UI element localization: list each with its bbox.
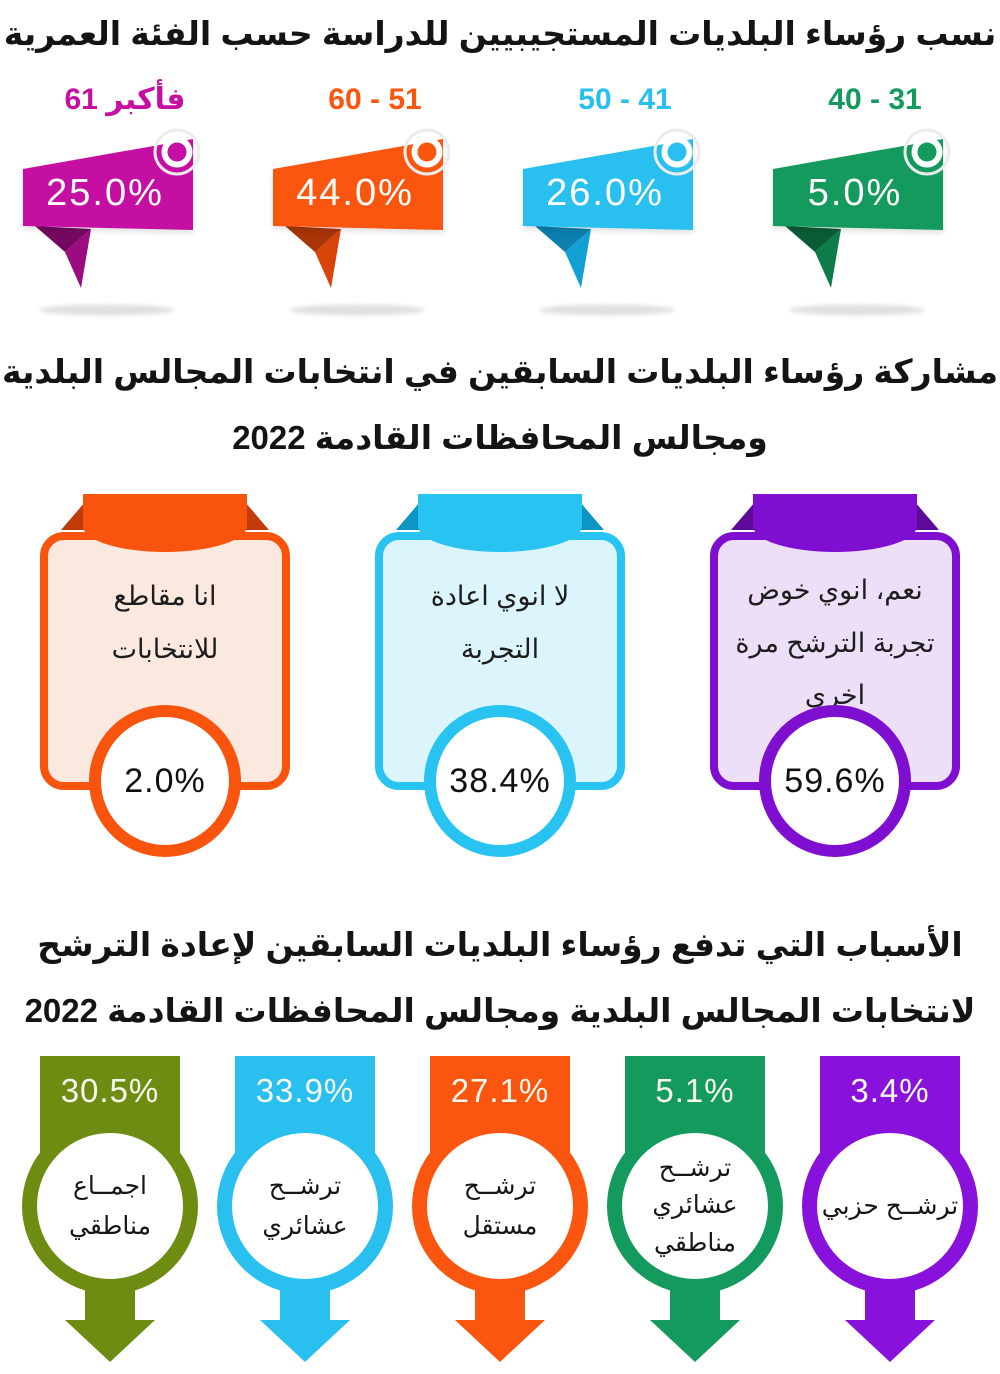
down-arrow-icon (260, 1320, 350, 1362)
card-value: 38.4% (449, 761, 551, 800)
reason-label: ترشــح مستقل (462, 1171, 538, 1241)
participation-card-boycott: انا مقاطع للانتخابات 2.0% (30, 492, 300, 870)
down-arrow-icon (455, 1320, 545, 1362)
reason-value: 5.1% (655, 1072, 735, 1109)
ribbon-value: 25.0% (46, 172, 164, 214)
reasons-section-title: الأسباب التي تدفع رؤساء البلديات السابقي… (0, 925, 1000, 1030)
reason-label: ترشــح عشائري مناطقي (652, 1153, 738, 1257)
age-section-title-text: نسب رؤساء البلديات المستجيبيين للدراسة ح… (3, 15, 997, 52)
ribbon-body (23, 139, 193, 230)
down-arrow-icon (65, 1320, 155, 1362)
reason-item-party: 3.4% ترشــح حزبي (794, 1056, 986, 1374)
ribbon-body (273, 139, 443, 230)
card-answer-text: نعم، انوي خوض تجربة الترشح مرة اخرى (735, 575, 935, 711)
reason-item-tribal-regional: 5.1% ترشــح عشائري مناطقي (599, 1056, 791, 1374)
ribbon-fold-right (915, 502, 939, 530)
ribbon-body (523, 139, 693, 230)
reason-item-independent: 27.1% ترشــح مستقل (404, 1056, 596, 1374)
ribbon-value: 44.0% (296, 172, 414, 214)
age-group-61plus: 61 فأكبر 25.0% (0, 82, 250, 322)
reasons-title-line2: لانتخابات المجالس البلدية ومجالس المحافظ… (24, 992, 976, 1029)
reason-label: اجمــاع مناطقي (69, 1171, 151, 1241)
ribbon-corner-halo (653, 128, 701, 176)
participation-card-run-again: نعم، انوي خوض تجربة الترشح مرة اخرى 59.6… (700, 492, 970, 870)
age-group-label: 60 - 51 (328, 83, 422, 116)
reason-label: ترشــح حزبي (821, 1191, 959, 1220)
reason-item-regional-consensus: 30.5% اجمــاع مناطقي (14, 1056, 206, 1374)
card-answer-text: انا مقاطع للانتخابات (111, 581, 219, 664)
participation-title-line2: ومجالس المحافظات القادمة 2022 (232, 419, 768, 456)
ribbon-value: 26.0% (546, 172, 664, 214)
ribbon-fold-left (61, 502, 85, 530)
down-arrow-icon (845, 1320, 935, 1362)
card-value-circle: 38.4% (424, 705, 576, 857)
ribbon-tail-fold (785, 226, 841, 252)
ribbon-ground-shadow (39, 304, 175, 316)
participation-card-no-repeat: لا انوي اعادة التجربة 38.4% (365, 492, 635, 870)
ribbon-tail-tip (815, 229, 841, 288)
reason-label: ترشــح عشائري (262, 1171, 348, 1241)
card-value-circle: 59.6% (759, 705, 911, 857)
ribbon-tail-tip (565, 229, 591, 288)
ribbon-fold-left (396, 502, 420, 530)
ribbon-ground-shadow (789, 304, 925, 316)
ribbon-tail-fold (535, 226, 591, 252)
ribbon-fold-right (245, 502, 269, 530)
age-group-51-60: 60 - 51 44.0% (250, 82, 500, 322)
age-section-title: نسب رؤساء البلديات المستجيبيين للدراسة ح… (0, 14, 1000, 53)
ribbon-tail-tip (315, 229, 341, 288)
ribbon-ground-shadow (539, 304, 675, 316)
reason-item-tribal: 33.9% ترشــح عشائري (209, 1056, 401, 1374)
age-group-31-40: 40 - 31 5.0% (750, 82, 1000, 322)
reason-value: 3.4% (850, 1072, 930, 1109)
ribbon-fold-right (580, 502, 604, 530)
ribbon-tail-fold (35, 226, 91, 252)
ribbon-corner-dot (667, 142, 687, 162)
down-arrow-icon (650, 1320, 740, 1362)
ribbon-tail-fold (285, 226, 341, 252)
origami-ribbon-banner: 25.0% (23, 128, 201, 316)
ribbon-fold-left (731, 502, 755, 530)
origami-ribbon-banner: 44.0% (273, 128, 451, 316)
age-ribbon-row: 61 فأكبر 25.0% 60 - 51 44.0% 50 - 41 (0, 82, 1000, 322)
origami-ribbon-banner: 26.0% (523, 128, 701, 316)
ribbon-corner-halo (153, 128, 201, 176)
age-group-label: 61 فأكبر (64, 83, 186, 116)
ribbon-ground-shadow (289, 304, 425, 316)
ribbon-corner-dot (167, 142, 187, 162)
reasons-items-row: 30.5% اجمــاع مناطقي 33.9% ترشــح عشائري… (0, 1056, 1000, 1374)
card-top-ribbon (83, 494, 247, 552)
reasons-title-line1: الأسباب التي تدفع رؤساء البلديات السابقي… (37, 926, 963, 963)
card-top-ribbon (418, 494, 582, 552)
participation-cards-row: انا مقاطع للانتخابات 2.0% لا انوي اعادة … (0, 492, 1000, 870)
reason-value: 33.9% (255, 1072, 355, 1109)
card-value: 59.6% (784, 761, 886, 800)
reason-circle (217, 1118, 393, 1294)
ribbon-corner-halo (903, 128, 951, 176)
ribbon-value: 5.0% (808, 172, 903, 214)
ribbon-corner-dot (917, 142, 937, 162)
ribbon-corner-halo (403, 128, 451, 176)
card-value-circle: 2.0% (89, 705, 241, 857)
age-group-label: 50 - 41 (578, 83, 672, 116)
ribbon-corner-dot (417, 142, 437, 162)
age-group-label: 40 - 31 (828, 83, 922, 116)
ribbon-tail-tip (65, 229, 91, 288)
card-top-ribbon (753, 494, 917, 552)
participation-section-title: مشاركة رؤساء البلديات السابقين في انتخاب… (0, 352, 1000, 457)
participation-title-line1: مشاركة رؤساء البلديات السابقين في انتخاب… (1, 353, 999, 390)
card-answer-text: لا انوي اعادة التجربة (430, 581, 570, 664)
reason-value: 27.1% (450, 1072, 550, 1109)
card-value: 2.0% (124, 761, 206, 800)
reason-value: 30.5% (60, 1072, 160, 1109)
age-group-41-50: 50 - 41 26.0% (500, 82, 750, 322)
origami-ribbon-banner: 5.0% (773, 128, 951, 316)
ribbon-body (773, 139, 943, 230)
